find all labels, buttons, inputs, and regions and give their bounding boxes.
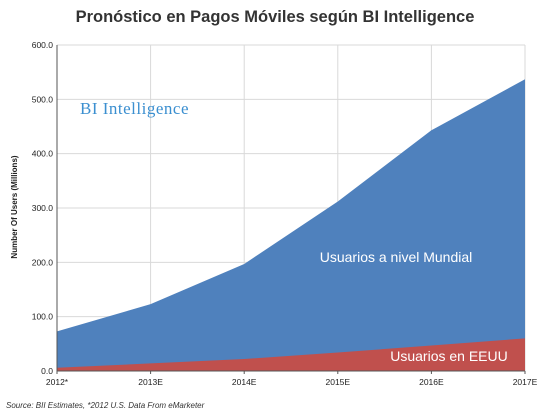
x-tick-label: 2014E bbox=[232, 377, 257, 387]
bi-intelligence-logo: BI Intelligence bbox=[80, 99, 189, 118]
area-series-us bbox=[57, 338, 525, 371]
axes bbox=[56, 45, 526, 374]
y-tick-label: 400.0 bbox=[32, 149, 54, 159]
series-label-world: Usuarios a nivel Mundial bbox=[320, 249, 473, 265]
x-tick-labels: 2012* 2013E 2014E 2015E 2016E 2017E bbox=[46, 377, 538, 387]
plot-areas bbox=[57, 79, 525, 371]
y-tick-label: 100.0 bbox=[32, 312, 54, 322]
x-tick-label: 2017E bbox=[513, 377, 538, 387]
x-tick-label: 2013E bbox=[138, 377, 163, 387]
y-tick-labels: 0.0 100.0 200.0 300.0 400.0 500.0 600.0 bbox=[32, 40, 54, 376]
y-tick-label: 200.0 bbox=[32, 257, 54, 267]
y-axis-label: Number Of Users (Millions) bbox=[10, 155, 19, 258]
series-label-us: Usuarios en EEUU bbox=[390, 348, 508, 364]
y-tick-label: 0.0 bbox=[41, 366, 53, 376]
x-tick-label: 2016E bbox=[419, 377, 444, 387]
source-note: Source: BII Estimates, *2012 U.S. Data F… bbox=[6, 401, 205, 410]
area-series-world bbox=[57, 79, 525, 371]
y-tick-label: 500.0 bbox=[32, 94, 54, 104]
y-tick-label: 300.0 bbox=[32, 203, 54, 213]
x-tick-label: 2012* bbox=[46, 377, 69, 387]
chart-title: Pronóstico en Pagos Móviles según BI Int… bbox=[76, 8, 475, 26]
x-tick-label: 2015E bbox=[326, 377, 351, 387]
y-tick-label: 600.0 bbox=[32, 40, 54, 50]
